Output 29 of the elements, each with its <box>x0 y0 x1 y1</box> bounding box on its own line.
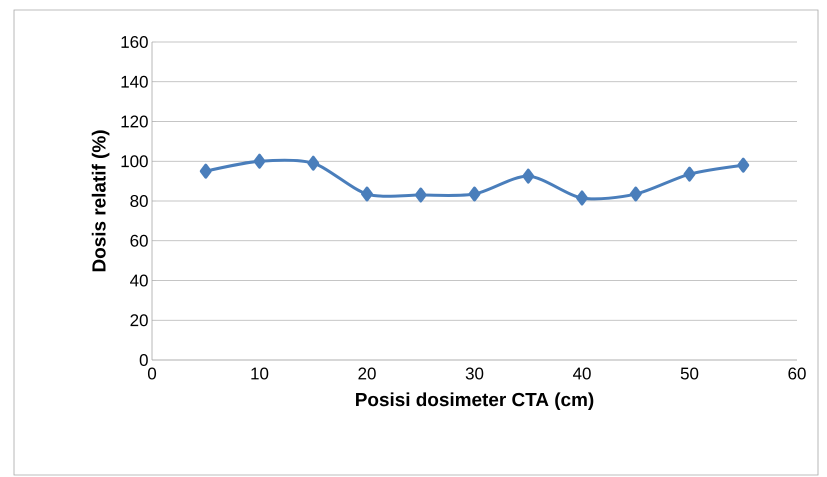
point <box>630 186 642 202</box>
x-tick-label: 40 <box>572 368 591 380</box>
point <box>684 166 696 182</box>
point <box>200 164 212 179</box>
point <box>414 188 427 203</box>
y-tick-label: 20 <box>130 314 148 326</box>
point <box>576 190 588 206</box>
y-tick-label: 80 <box>130 194 148 207</box>
point <box>254 154 266 169</box>
x-tick-label: 0 <box>148 368 156 380</box>
x-tick-label: 10 <box>251 368 268 380</box>
y-tick-label: 40 <box>130 274 148 286</box>
point <box>522 168 534 184</box>
x-tick-label: 50 <box>680 368 698 380</box>
x-axis-title: Posisi dosimeter CTA (cm) <box>356 392 594 410</box>
point <box>468 186 481 202</box>
y-tick-label: 0 <box>140 354 148 366</box>
x-tick-label: 60 <box>788 368 806 380</box>
x-tick-label: 20 <box>358 368 376 380</box>
y-tick-label: 60 <box>130 234 148 247</box>
y-tick-label: 160 <box>122 36 148 48</box>
point <box>307 156 320 171</box>
y-tick-label: 140 <box>122 76 148 88</box>
point <box>737 158 750 173</box>
y-tick-label: 120 <box>122 115 148 128</box>
x-tick-label: 30 <box>466 368 484 380</box>
y-axis-title: Dosis relatif (%) <box>92 130 110 272</box>
point <box>361 186 374 202</box>
y-tick-label: 100 <box>122 155 148 168</box>
